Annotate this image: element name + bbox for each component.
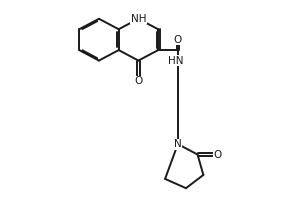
Text: O: O <box>213 150 221 160</box>
Text: NH: NH <box>130 14 146 24</box>
Text: O: O <box>174 35 182 45</box>
Text: HN: HN <box>168 56 183 66</box>
Text: N: N <box>174 139 182 149</box>
Text: O: O <box>134 76 142 86</box>
